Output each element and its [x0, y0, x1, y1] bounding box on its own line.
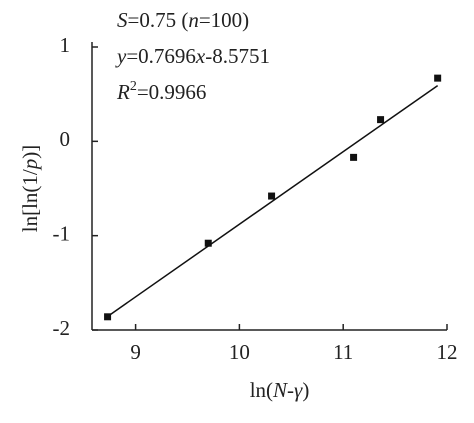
y-axis-label: ln[ln(1/p)]	[18, 145, 42, 233]
annotation-part: S	[117, 8, 128, 32]
y-axis-label-part: ln[ln(1/	[18, 169, 42, 232]
point	[434, 74, 442, 82]
x-axis-label-part: )	[302, 378, 309, 402]
point	[350, 153, 358, 161]
y-tick-label: 0	[60, 127, 71, 151]
y-axis-label-part: p	[18, 159, 42, 172]
x-axis-label-part: ln(	[250, 378, 273, 402]
x-axis-label-part: N	[272, 378, 288, 402]
x-tick-label: 11	[333, 340, 353, 364]
annotation-part: n	[188, 8, 199, 32]
annotation-part: =0.9966	[137, 80, 207, 104]
annotation-part: y	[115, 44, 127, 68]
x-axis-label-part: -	[287, 378, 294, 402]
x-axis-label: ln(N-γ)	[250, 378, 310, 402]
x-tick-label: 10	[229, 340, 250, 364]
x-axis-label-part: γ	[294, 378, 303, 402]
point	[104, 313, 112, 321]
y-axis-label-part: )]	[18, 145, 42, 159]
y-tick-label: -2	[53, 316, 71, 340]
annotation-part: x	[195, 44, 206, 68]
annotation-part: =100)	[199, 8, 249, 32]
y-tick-label: -1	[53, 221, 71, 245]
point	[268, 192, 276, 200]
annotation-part: =0.7696	[126, 44, 196, 68]
annotation: S=0.75 (n=100)	[117, 8, 249, 32]
x-tick-label: 12	[437, 340, 458, 364]
annotation-part: 2	[130, 79, 137, 94]
point	[204, 239, 212, 247]
annotation-part: R	[116, 80, 130, 104]
x-tick-label: 9	[130, 340, 141, 364]
y-tick-label: 1	[60, 33, 71, 57]
annotation: y=0.7696x-8.5751	[115, 44, 270, 68]
annotation-part: =0.75 (	[128, 8, 189, 32]
fit-line	[107, 84, 439, 318]
annotation-part: -8.5751	[205, 44, 270, 68]
annotation: R2=0.9966	[116, 79, 206, 104]
point	[377, 116, 385, 124]
